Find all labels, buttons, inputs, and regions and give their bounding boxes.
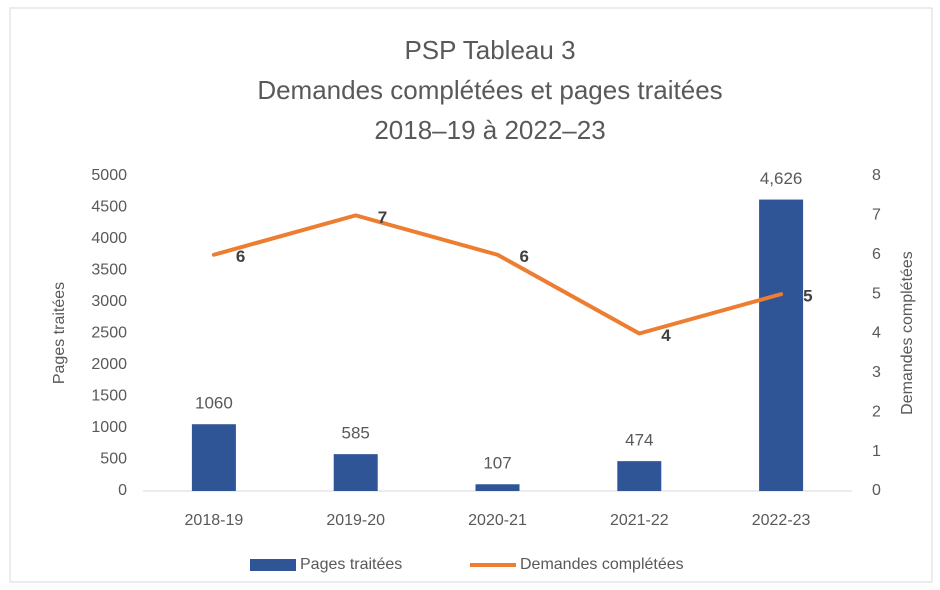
chart-title: Demandes complétées et pages traitées: [257, 75, 722, 105]
data-label: 5: [803, 287, 812, 306]
y2-tick-label: 8: [872, 167, 881, 184]
y2-tick-label: 6: [872, 246, 881, 263]
y2-tick-label: 5: [872, 285, 881, 302]
y-tick-label: 500: [100, 451, 127, 468]
y-tick-label: 1000: [91, 419, 127, 436]
line: [211, 213, 784, 336]
legend-swatch: [250, 559, 296, 571]
y-tick-label: 3500: [91, 262, 127, 279]
x-tick-label: 2021-22: [610, 512, 669, 529]
y-tick-label: 2000: [91, 356, 127, 373]
x-tick-label: 2018-19: [185, 512, 244, 529]
y-tick-label: 2500: [91, 325, 127, 342]
data-label: 107: [483, 454, 511, 473]
x-tick-label: 2022-23: [752, 512, 811, 529]
y2-tick-label: 0: [872, 482, 881, 499]
legend-label: Pages traitées: [300, 556, 402, 573]
y-tick-label: 1500: [91, 388, 127, 405]
data-label: 4: [661, 326, 671, 345]
y-tick-label: 0: [118, 482, 127, 499]
legend-label: Demandes complétées: [520, 556, 684, 573]
y2-axis-title: Demandes complétées: [899, 251, 916, 415]
y-axis-title: Pages traitées: [51, 282, 68, 384]
y2-tick-label: 4: [872, 325, 881, 342]
data-label: 6: [236, 247, 245, 266]
y-tick-label: 4000: [91, 230, 127, 247]
y2-tick-label: 7: [872, 207, 881, 224]
data-label: 474: [625, 431, 653, 450]
y2-tick-label: 1: [872, 443, 881, 460]
chart-title: PSP Tableau 3: [404, 35, 575, 65]
data-label: 4,626: [760, 169, 803, 188]
y2-tick-label: 2: [872, 403, 881, 420]
x-tick-label: 2019-20: [326, 512, 385, 529]
y-tick-label: 5000: [91, 167, 127, 184]
data-label: 6: [520, 247, 529, 266]
bar: [333, 454, 378, 491]
bar: [759, 199, 804, 491]
x-tick-label: 2020-21: [468, 512, 527, 529]
chart-title: 2018–19 à 2022–23: [374, 115, 605, 145]
data-label: 1060: [195, 394, 233, 413]
bar: [475, 484, 520, 491]
data-label: 7: [378, 208, 387, 227]
bar: [191, 424, 236, 491]
data-label: 585: [342, 424, 370, 443]
bar: [617, 461, 662, 491]
y2-tick-label: 3: [872, 364, 881, 381]
y-tick-label: 3000: [91, 293, 127, 310]
y-tick-label: 4500: [91, 199, 127, 216]
